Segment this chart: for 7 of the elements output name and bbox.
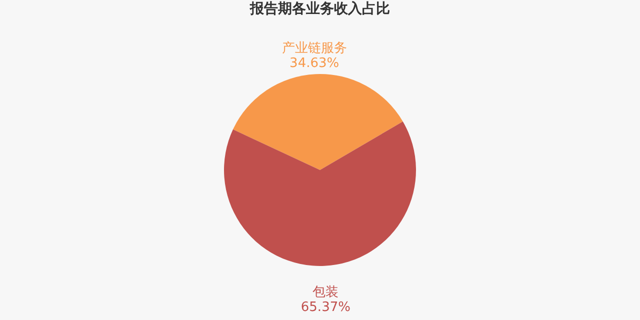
chart-title: 报告期各业务收入占比 [249,1,390,17]
pie-slice [224,122,416,266]
slice-label: 包装 [312,284,339,300]
data-label: 65.37% [300,300,350,315]
slice-label: 产业链服务 [282,41,347,56]
pie-slice [232,74,403,170]
data-label: 34.63% [290,56,340,72]
